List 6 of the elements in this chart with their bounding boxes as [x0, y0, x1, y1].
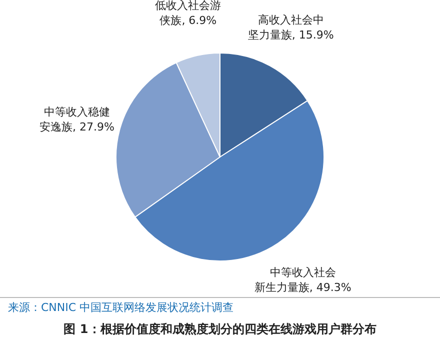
slice-label: 低收入社会游侠族, 6.9%	[155, 0, 222, 27]
slice-label: 中等收入社会新生力量族, 49.3%	[254, 266, 352, 294]
slice-label: 中等收入稳健安逸族, 27.9%	[40, 105, 114, 134]
slice-label: 高收入社会中坚力量族, 15.9%	[248, 14, 334, 42]
text: 图 1：根据价值度和成熟度划分的四类在线游戏用户群分布	[62, 321, 378, 338]
source-note: 来源：CNNIC 中国互联网络发展状况统计调查	[8, 300, 234, 315]
